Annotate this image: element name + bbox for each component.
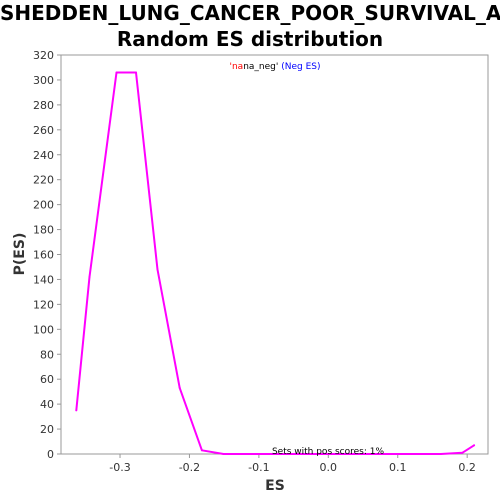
y-tick-label: 200 — [33, 199, 54, 212]
y-tick-label: 240 — [33, 149, 54, 162]
data-point — [309, 453, 312, 455]
y-tick-label: 60 — [40, 373, 54, 386]
annotation-text: Sets with pos scores: 1% — [272, 447, 385, 457]
x-tick-label: 0.0 — [320, 461, 338, 474]
data-point — [222, 453, 225, 455]
y-tick-label: 80 — [40, 348, 54, 361]
data-point — [265, 453, 268, 455]
y-tick-label: 180 — [33, 224, 54, 237]
x-tick-label: -0.2 — [179, 461, 200, 474]
x-tick-label: -0.1 — [248, 461, 269, 474]
chart-title-line-2: Random ES distribution — [116, 27, 384, 51]
data-point — [461, 451, 464, 454]
y-tick-label: 260 — [33, 124, 54, 137]
x-tick-label: 0.2 — [458, 461, 476, 474]
legend-part: (Neg ES) — [278, 62, 320, 72]
legend-label: 'nana_neg' (Neg ES) — [230, 62, 321, 72]
y-tick-label: 320 — [33, 49, 54, 62]
data-point — [178, 386, 181, 389]
data-point — [352, 453, 355, 455]
y-tick-label: 220 — [33, 174, 54, 187]
x-axis-title: ES — [265, 478, 285, 494]
data-point — [473, 444, 476, 447]
data-point — [134, 71, 137, 74]
y-tick-label: 280 — [33, 99, 54, 112]
x-axis: -0.3 -0.2 -0.1 0.0 0.1 0.2 — [109, 454, 476, 474]
y-tick-label: 100 — [33, 323, 54, 336]
y-tick-label: 40 — [40, 398, 54, 411]
series-layer — [75, 71, 476, 455]
chart-title-line-1: SHEDDEN_LUNG_CANCER_POOR_SURVIVAL_A6: — [0, 1, 500, 25]
plot-area — [60, 54, 489, 455]
data-point — [75, 409, 78, 412]
data-point — [374, 453, 377, 455]
data-point — [287, 453, 290, 455]
y-tick-label: 120 — [33, 298, 54, 311]
y-tick-label: 20 — [40, 423, 54, 436]
data-point — [88, 275, 91, 278]
y-axis: 0 20 40 60 80 100 120 140 160 180 200 220 240 260 280 3… — [33, 49, 61, 461]
y-tick-label: 160 — [33, 249, 54, 262]
y-tick-label: 140 — [33, 273, 54, 286]
data-point — [115, 71, 118, 74]
y-axis-title: P(ES) — [12, 233, 28, 276]
data-point — [243, 453, 246, 455]
data-point — [439, 453, 442, 455]
data-point — [200, 449, 203, 452]
x-tick-label: 0.1 — [389, 461, 407, 474]
x-tick-label: -0.3 — [109, 461, 130, 474]
series-line — [75, 71, 475, 455]
y-tick-label: 0 — [47, 448, 54, 461]
data-point — [156, 268, 159, 271]
data-point — [330, 453, 333, 455]
chart-title: SHEDDEN_LUNG_CANCER_POOR_SURVIVAL_A6: Ra… — [0, 0, 500, 52]
data-point — [417, 453, 420, 455]
y-tick-label: 300 — [33, 74, 54, 87]
data-point — [396, 453, 399, 455]
legend-part: na_neg' — [243, 62, 278, 72]
legend-part: 'na — [230, 62, 244, 72]
